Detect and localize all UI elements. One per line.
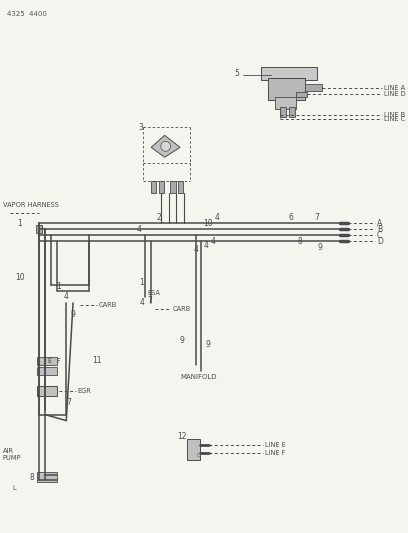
Text: E: E [47,358,51,364]
Text: 9: 9 [179,336,184,345]
Text: 1: 1 [17,219,22,228]
Bar [289,108,295,117]
Text: 4325  4400: 4325 4400 [7,11,47,17]
Text: B: B [377,224,382,233]
Text: CARB: CARB [172,306,191,312]
Circle shape [161,141,171,151]
Bar [178,181,184,193]
Text: LINE E: LINE E [265,441,286,448]
Text: 3: 3 [139,123,144,132]
Text: 9: 9 [317,243,322,252]
Bar [296,92,307,98]
Bar [268,78,304,100]
Text: 4: 4 [193,245,198,254]
Bar [171,181,176,193]
Text: 11: 11 [92,356,102,365]
Text: 6: 6 [288,213,293,222]
Text: LINE D: LINE D [384,92,405,98]
Text: 8: 8 [298,237,302,246]
Bar [38,357,57,365]
Text: VAPOR HARNESS: VAPOR HARNESS [2,202,58,208]
Text: LINE B: LINE B [384,112,405,118]
Text: 12: 12 [177,432,187,441]
Bar [38,367,57,375]
Text: 5: 5 [234,69,239,78]
Text: LINE C: LINE C [384,116,405,123]
Text: 4: 4 [63,293,68,302]
Polygon shape [151,135,180,157]
Bar [187,439,200,461]
Text: 1: 1 [57,282,61,292]
Text: 7: 7 [147,296,152,305]
Text: ESA: ESA [147,290,160,296]
Text: MANIFOLD: MANIFOLD [180,374,217,379]
Text: D: D [377,237,383,246]
Text: 8: 8 [30,473,34,482]
Text: 9: 9 [70,310,75,319]
Text: 9: 9 [205,340,210,349]
Text: LINE F: LINE F [265,449,285,456]
Text: 7: 7 [66,398,71,407]
Text: 4: 4 [211,237,216,246]
Bar [159,181,164,193]
Text: 4: 4 [140,298,144,308]
Text: 2: 2 [157,213,162,222]
Text: F: F [57,358,60,364]
Bar [38,472,57,482]
Text: LINE A: LINE A [384,85,405,91]
Text: C: C [377,231,382,239]
Bar [261,67,317,80]
Text: 4: 4 [137,224,142,233]
Bar [151,181,156,193]
Text: L: L [12,486,16,491]
Text: A: A [377,219,382,228]
Bar [38,386,57,395]
Text: 7: 7 [314,213,319,222]
Text: 1: 1 [140,278,144,287]
Text: 4: 4 [215,213,220,222]
Text: 10: 10 [203,219,213,228]
Bar [280,108,286,117]
Bar [304,84,322,92]
Text: EGR: EGR [78,387,92,394]
Text: 4: 4 [203,240,208,249]
Text: D: D [197,453,200,458]
Text: CARB: CARB [99,302,118,308]
Bar [36,225,42,233]
Bar [275,98,296,109]
Text: 10: 10 [15,273,25,282]
Text: AIR
PUMP: AIR PUMP [2,448,21,461]
